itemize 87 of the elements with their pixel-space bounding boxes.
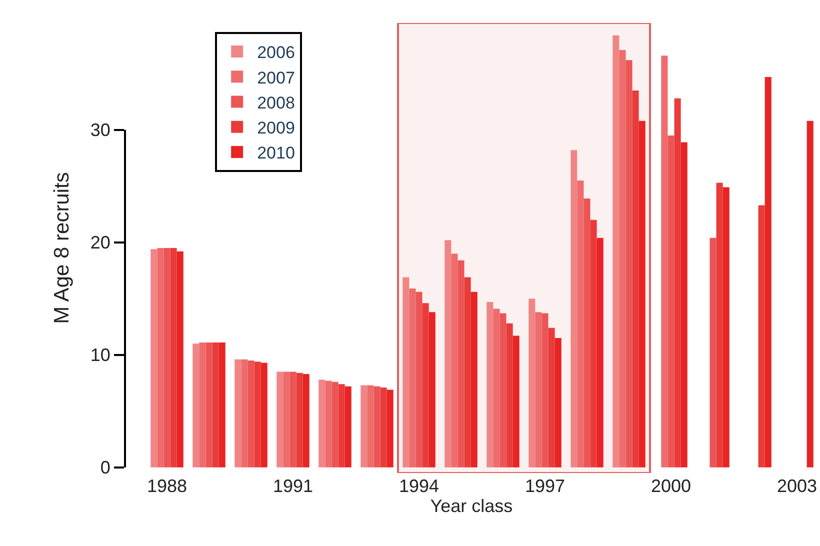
bar xyxy=(170,248,177,468)
bar xyxy=(422,303,429,468)
bar xyxy=(528,298,536,468)
bar xyxy=(254,362,261,468)
bar xyxy=(428,312,436,468)
bar xyxy=(290,372,296,468)
bar xyxy=(548,328,555,468)
bar xyxy=(212,342,219,468)
bar xyxy=(302,374,310,468)
x-axis-title: Year class xyxy=(430,496,513,516)
bar xyxy=(367,385,374,468)
bar xyxy=(464,277,471,468)
bar xyxy=(512,336,520,468)
bar xyxy=(150,249,158,468)
bar xyxy=(500,313,506,468)
bar xyxy=(486,302,494,468)
legend-label: 2010 xyxy=(257,144,295,163)
bar xyxy=(668,136,674,468)
bar xyxy=(661,56,668,468)
bar xyxy=(596,238,604,468)
bar xyxy=(619,50,626,468)
bar xyxy=(283,372,290,468)
bar xyxy=(332,382,338,468)
bar xyxy=(584,198,590,468)
bar xyxy=(380,388,387,468)
bar xyxy=(374,386,380,468)
x-tick-label: 1991 xyxy=(272,476,314,496)
bar xyxy=(206,342,212,468)
legend-label: 2008 xyxy=(257,93,295,112)
bar xyxy=(722,187,730,468)
bar xyxy=(470,292,478,468)
bar xyxy=(218,342,226,468)
bar xyxy=(638,120,646,468)
bar xyxy=(409,288,416,468)
bar xyxy=(164,248,170,468)
bar xyxy=(570,150,578,468)
bar xyxy=(157,248,164,468)
bar xyxy=(234,359,242,468)
bar xyxy=(577,180,584,468)
bar xyxy=(176,251,184,468)
x-tick-label: 2003 xyxy=(776,476,818,496)
x-tick-label: 1997 xyxy=(524,476,566,496)
bar xyxy=(344,386,352,468)
bar xyxy=(241,359,248,468)
legend-label: 2007 xyxy=(257,68,295,88)
x-tick-label: 1988 xyxy=(146,476,188,496)
bar xyxy=(318,380,326,468)
bar xyxy=(402,277,410,468)
bar xyxy=(680,142,688,468)
bar xyxy=(276,372,284,468)
bar xyxy=(493,308,500,468)
bar xyxy=(296,372,303,468)
legend-label: 2006 xyxy=(257,43,295,62)
bar xyxy=(386,390,394,468)
bar xyxy=(506,323,513,468)
y-tick-label: 20 xyxy=(90,232,110,253)
legend-label: 2009 xyxy=(257,118,295,138)
bar xyxy=(458,260,464,468)
bar xyxy=(360,385,368,468)
bar xyxy=(338,384,345,468)
bar xyxy=(590,220,597,468)
bar xyxy=(192,344,200,468)
bar xyxy=(716,182,723,468)
bar xyxy=(758,205,765,468)
bar xyxy=(626,60,632,468)
bar xyxy=(674,98,681,468)
bar xyxy=(260,362,268,468)
x-tick-label: 2000 xyxy=(650,476,692,496)
x-tick-label: 1994 xyxy=(398,476,440,496)
bar xyxy=(325,380,332,468)
bar xyxy=(535,312,542,468)
y-axis-title: M Age 8 recruits xyxy=(50,172,74,324)
bar xyxy=(416,292,422,468)
bar xyxy=(248,360,254,468)
bar xyxy=(444,240,452,468)
bar xyxy=(710,238,716,468)
bar xyxy=(542,313,548,468)
bar xyxy=(612,35,620,468)
bar xyxy=(764,77,772,468)
bar xyxy=(554,338,562,468)
bar xyxy=(806,120,814,468)
bar xyxy=(632,90,639,468)
y-tick-label: 0 xyxy=(100,458,110,478)
y-tick-label: 10 xyxy=(90,345,110,366)
y-tick-label: 30 xyxy=(90,120,110,140)
bar xyxy=(451,254,458,468)
bar xyxy=(199,342,206,468)
